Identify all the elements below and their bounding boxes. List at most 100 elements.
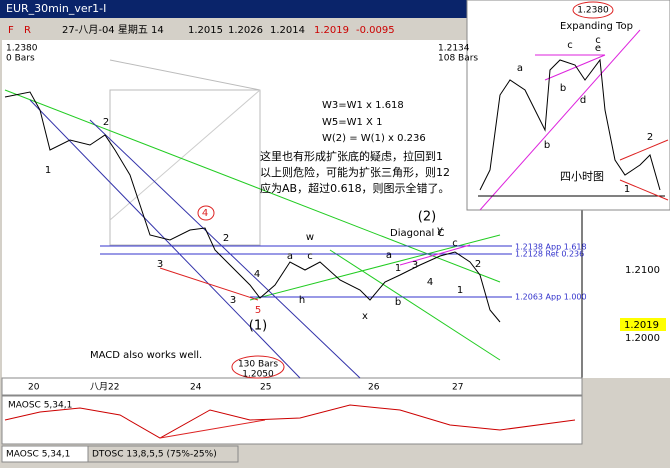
marker: 1.2380 <box>6 44 38 54</box>
marker: 1.2134 <box>438 44 470 54</box>
wave-label: d <box>580 95 586 106</box>
comment: 以上则危险，可能为扩张三角形，则12 <box>260 165 450 179</box>
date-label: 25 <box>260 383 271 393</box>
note: Diagonal C <box>390 228 444 239</box>
wave-label: 4 <box>254 269 260 280</box>
quote-high: 1.2026 <box>228 25 263 36</box>
wave-label: 3 <box>230 295 236 306</box>
wave-label: (2) <box>418 210 436 225</box>
wave-label: b <box>395 297 401 308</box>
channel-line <box>89 119 361 379</box>
wave-label: 2 <box>647 132 653 143</box>
wave-label: 2 <box>475 259 481 270</box>
level-label: 1.2128 Ret 0.236 <box>515 250 584 259</box>
date-label: 24 <box>190 383 202 393</box>
wave-label: (1) <box>249 319 267 334</box>
line <box>619 179 669 201</box>
wave-label: 1 <box>395 263 401 274</box>
inset-drawing <box>478 1 669 211</box>
wave-label: y <box>437 225 443 236</box>
tab[interactable] <box>87 445 239 463</box>
current-price-box <box>620 318 666 331</box>
oscillator <box>4 404 576 439</box>
wave-label: 3 <box>157 259 163 270</box>
toolbar-button[interactable]: R <box>24 25 31 36</box>
quote-close: 1.2019 <box>314 25 349 36</box>
marker: 0 Bars <box>6 54 35 64</box>
note: MACD also works well. <box>90 350 202 361</box>
wave-label: c <box>307 251 313 262</box>
wave-label: 2 <box>223 233 229 244</box>
wave-label: 3 <box>412 260 418 271</box>
price-label: 1.2000 <box>625 333 660 344</box>
price-line <box>479 58 661 191</box>
wave-label: 1 <box>624 184 630 195</box>
wave-label: e <box>595 43 601 54</box>
current-price: 1.2019 <box>624 320 659 331</box>
wave-label: w <box>306 232 314 243</box>
line <box>544 54 606 81</box>
wave-label: x <box>362 311 368 322</box>
comment: 这里也有形成扩张底的疑虑，拉回到1 <box>260 149 443 163</box>
quote-open: 1.2015 <box>188 25 223 36</box>
wave-label: 2 <box>103 117 109 128</box>
wave-label: b <box>544 140 550 151</box>
wave-label: c <box>452 238 458 249</box>
toolbar-button[interactable]: F <box>8 25 14 36</box>
overlays <box>4 59 576 439</box>
quote-date: 27-八月-04 星期五 14 <box>62 24 164 36</box>
quote-low: 1.2014 <box>270 25 305 36</box>
quote-change: -0.0095 <box>356 25 395 36</box>
indicator-panel <box>1 395 583 445</box>
indicator-name: MAOSC 5,34,1 <box>8 401 72 411</box>
wave-label: c <box>567 40 573 51</box>
level-label: 1.2063 App 1.000 <box>515 293 587 302</box>
inset-title: Expanding Top <box>560 21 633 32</box>
wave-label: c <box>595 35 601 46</box>
wave-label: 4 <box>202 208 208 219</box>
wave-label: 1 <box>45 165 51 176</box>
date-label: 八月22 <box>90 382 119 393</box>
note: W3=W1 x 1.618 <box>322 100 404 111</box>
line <box>479 29 641 211</box>
date-label: 20 <box>28 383 40 393</box>
line <box>399 244 471 266</box>
line <box>619 139 669 161</box>
trend-line <box>4 89 501 283</box>
date-label: 27 <box>452 383 463 393</box>
window-title: EUR_30min_ver1-I <box>6 2 106 15</box>
price-line <box>4 91 501 323</box>
tab-label[interactable]: DTOSC 13,8,5,5 (75%-25%) <box>92 450 217 460</box>
marker: 1.2380 <box>577 6 609 16</box>
diag <box>109 89 261 221</box>
date-label: 26 <box>368 383 380 393</box>
wave-label: h <box>299 295 305 306</box>
price-label: 1.2100 <box>625 265 660 276</box>
level-label: 1.2138 App 1.618 <box>515 243 587 252</box>
note: W(2) = W(1) x 0.236 <box>322 133 426 144</box>
comment: 应为AB，超过0.618，则图示全错了。 <box>260 181 450 195</box>
wave-label: b <box>560 83 566 94</box>
trend-line <box>329 249 501 361</box>
box <box>109 59 261 246</box>
arrow <box>159 267 259 301</box>
wave-label: 5 <box>255 305 261 316</box>
inset-caption: 四小时图 <box>560 170 604 183</box>
tab-label[interactable]: MAOSC 5,34,1 <box>6 450 70 460</box>
wave-label: a <box>386 250 392 261</box>
note: W5=W1 X 1 <box>322 117 382 128</box>
marker: 1.2050 <box>242 370 274 380</box>
arrow <box>159 419 266 439</box>
date-axis <box>1 377 583 396</box>
circle <box>572 1 614 19</box>
wave-label: a <box>517 63 523 74</box>
wave-label: 4 <box>427 277 433 288</box>
marker: 108 Bars <box>438 54 478 64</box>
circle <box>231 355 285 379</box>
marker: 130 Bars <box>238 360 278 370</box>
wave-label: a <box>287 251 293 262</box>
circle <box>197 205 215 221</box>
wave-label: 1 <box>457 285 463 296</box>
